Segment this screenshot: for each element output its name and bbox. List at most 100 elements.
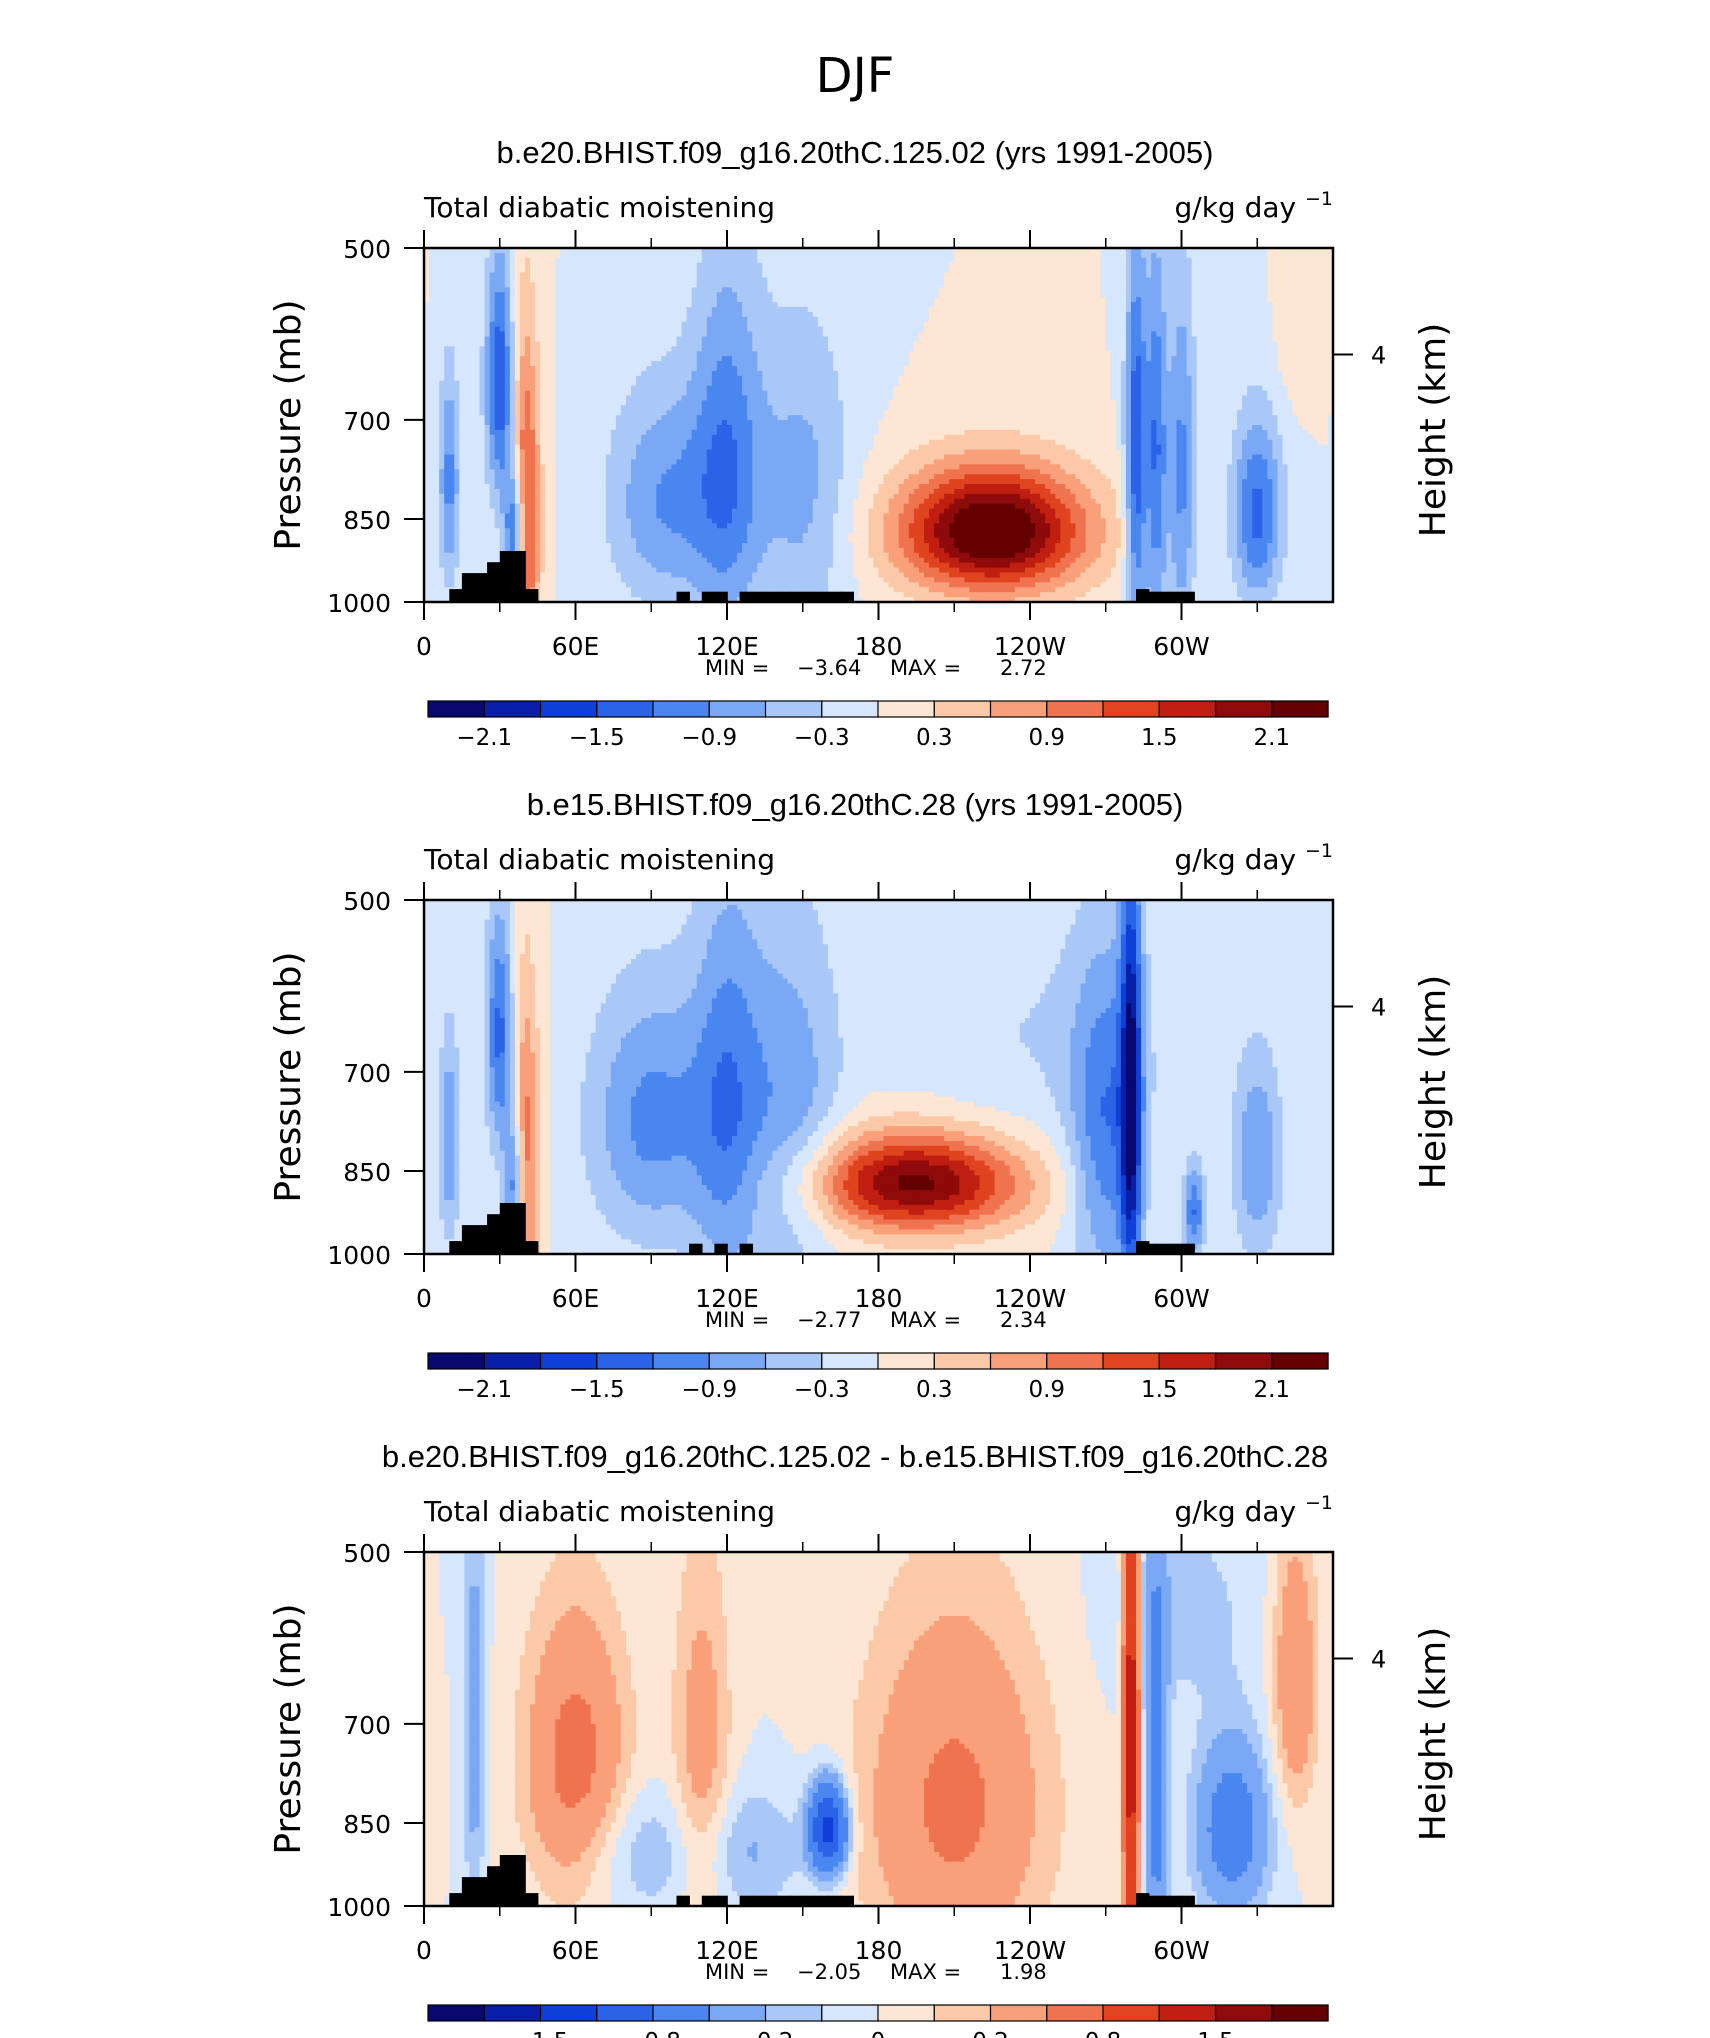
heatmap-cell bbox=[818, 292, 824, 298]
heatmap-cell bbox=[1091, 337, 1097, 343]
heatmap-cell bbox=[1035, 317, 1041, 323]
heatmap-cell bbox=[1283, 297, 1289, 303]
heatmap-cell bbox=[459, 297, 465, 303]
heatmap-cell bbox=[934, 317, 940, 323]
heatmap-cell bbox=[944, 346, 950, 352]
heatmap-cell bbox=[697, 282, 703, 288]
heatmap-cell bbox=[778, 302, 784, 308]
heatmap-cell bbox=[1207, 337, 1213, 343]
heatmap-cell bbox=[1283, 337, 1289, 343]
heatmap-cell bbox=[636, 322, 642, 328]
heatmap-cell bbox=[712, 282, 718, 288]
heatmap-cell bbox=[1086, 258, 1092, 264]
heatmap-cell bbox=[1126, 317, 1132, 323]
heatmap-cell bbox=[788, 337, 794, 343]
heatmap-cell bbox=[848, 302, 854, 308]
heatmap-cell bbox=[601, 327, 607, 333]
heatmap-cell bbox=[712, 273, 718, 279]
heatmap-cell bbox=[1030, 287, 1036, 293]
heatmap-cell bbox=[798, 282, 804, 288]
heatmap-cell bbox=[954, 278, 960, 284]
heatmap-cell bbox=[944, 273, 950, 279]
heatmap-cell bbox=[1267, 337, 1273, 343]
heatmap-cell bbox=[778, 312, 784, 318]
heatmap-cell bbox=[1227, 253, 1233, 259]
heatmap-cell bbox=[596, 287, 602, 293]
heatmap-cell bbox=[1055, 282, 1061, 288]
heatmap-cell bbox=[808, 287, 814, 293]
heatmap-cell bbox=[1000, 292, 1006, 298]
heatmap-cell bbox=[1040, 278, 1046, 284]
heatmap-cell bbox=[677, 268, 683, 274]
heatmap-cell bbox=[661, 258, 667, 264]
heatmap-cell bbox=[515, 322, 521, 328]
heatmap-cell bbox=[641, 341, 647, 347]
heatmap-cell bbox=[980, 346, 986, 352]
heatmap-cell bbox=[863, 282, 869, 288]
heatmap-cell bbox=[838, 302, 844, 308]
heatmap-cell bbox=[439, 268, 445, 274]
heatmap-cell bbox=[591, 302, 597, 308]
heatmap-cell bbox=[934, 327, 940, 333]
heatmap-cell bbox=[621, 312, 627, 318]
heatmap-cell bbox=[1000, 307, 1006, 313]
heatmap-cell bbox=[1040, 263, 1046, 269]
heatmap-cell bbox=[757, 337, 763, 343]
heatmap-cell bbox=[666, 258, 672, 264]
heatmap-cell bbox=[692, 346, 698, 352]
heatmap-cell bbox=[449, 263, 455, 269]
heatmap-cell bbox=[1222, 253, 1228, 259]
heatmap-cell bbox=[1227, 307, 1233, 313]
heatmap-cell bbox=[1171, 322, 1177, 328]
heatmap-cell bbox=[904, 322, 910, 328]
heatmap-cell bbox=[757, 322, 763, 328]
heatmap-cell bbox=[1247, 312, 1253, 318]
heatmap-cell bbox=[626, 332, 632, 338]
heatmap-cell bbox=[798, 287, 804, 293]
heatmap-cell bbox=[1146, 337, 1152, 343]
heatmap-cell bbox=[530, 253, 536, 259]
heatmap-cell bbox=[853, 346, 859, 352]
heatmap-cell bbox=[616, 258, 622, 264]
heatmap-cell bbox=[929, 346, 935, 352]
heatmap-cell bbox=[475, 292, 481, 298]
heatmap-cell bbox=[1096, 287, 1102, 293]
heatmap-cell bbox=[767, 307, 773, 313]
heatmap-cell bbox=[677, 312, 683, 318]
heatmap-cell bbox=[1075, 337, 1081, 343]
heatmap-cell bbox=[823, 253, 829, 259]
heatmap-cell bbox=[510, 322, 516, 328]
heatmap-cell bbox=[1156, 346, 1162, 352]
heatmap-cell bbox=[565, 317, 571, 323]
heatmap-cell bbox=[712, 312, 718, 318]
heatmap-cell bbox=[868, 302, 874, 308]
heatmap-cell bbox=[500, 253, 506, 259]
heatmap-cell bbox=[944, 312, 950, 318]
heatmap-cell bbox=[480, 337, 486, 343]
heatmap-cell bbox=[469, 263, 475, 269]
heatmap-cell bbox=[843, 327, 849, 333]
heatmap-cell bbox=[641, 332, 647, 338]
heatmap-cell bbox=[969, 337, 975, 343]
heatmap-cell bbox=[1293, 292, 1299, 298]
heatmap-cell bbox=[1045, 297, 1051, 303]
heatmap-cell bbox=[949, 327, 955, 333]
heatmap-cell bbox=[1040, 346, 1046, 352]
heatmap-cell bbox=[576, 287, 582, 293]
heatmap-cell bbox=[459, 337, 465, 343]
heatmap-cell bbox=[858, 337, 864, 343]
heatmap-cell bbox=[1070, 337, 1076, 343]
heatmap-cell bbox=[894, 263, 900, 269]
heatmap-cell bbox=[530, 302, 536, 308]
heatmap-cell bbox=[510, 292, 516, 298]
heatmap-cell bbox=[550, 297, 556, 303]
heatmap-cell bbox=[616, 268, 622, 274]
heatmap-cell bbox=[1308, 302, 1314, 308]
heatmap-cell bbox=[1005, 297, 1011, 303]
heatmap-cell bbox=[1171, 307, 1177, 313]
heatmap-cell bbox=[1272, 258, 1278, 264]
heatmap-cell bbox=[1030, 317, 1036, 323]
heatmap-cell bbox=[656, 307, 662, 313]
heatmap-cell bbox=[868, 253, 874, 259]
heatmap-cell bbox=[1131, 302, 1137, 308]
